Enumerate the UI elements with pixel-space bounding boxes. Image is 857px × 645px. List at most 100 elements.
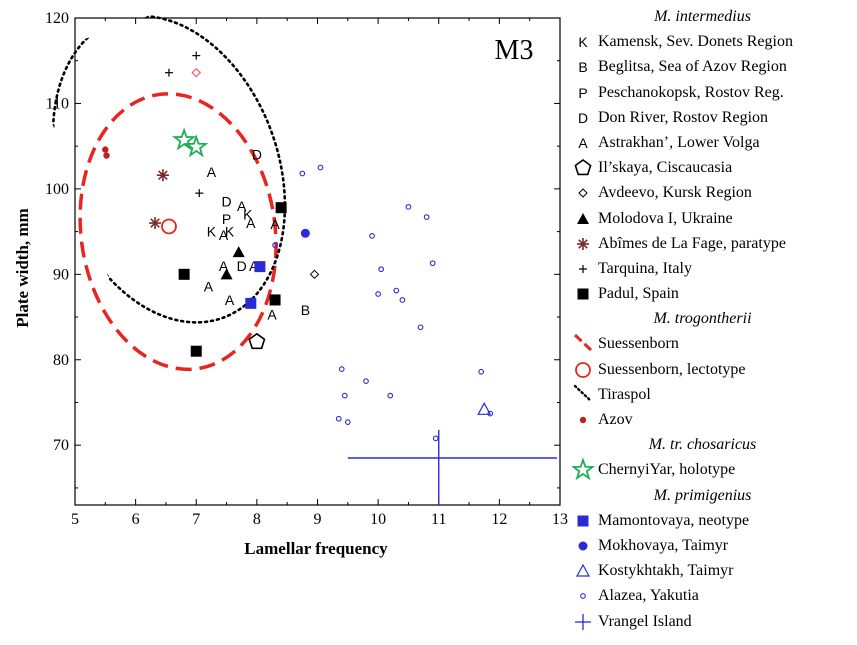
legend-item: D Don River, Rostov Region [570,105,855,130]
data-point [220,268,233,280]
legend-symbol [577,515,589,527]
data-point: K [243,207,253,223]
legend-symbol [578,188,588,199]
legend-item: Kostykhtakh, Taimyr [570,558,855,583]
legend-marker [577,288,589,300]
data-point: A [204,278,214,294]
y-tick-label: 110 [46,95,69,112]
legend-item: Padul, Spain [570,281,855,306]
legend-item: Azov [570,407,855,432]
legend-symbol [573,334,593,352]
data-point: D [252,147,262,163]
data-point [232,246,245,258]
legend-label: Padul, Spain [598,285,679,303]
legend-item: Il’skaya, Ciscaucasia [570,155,855,180]
legend-item: Tiraspol [570,382,855,407]
legend-marker [573,384,593,403]
legend-label: Abîmes de La Fage, paratype [598,234,786,252]
legend-symbol [575,613,591,630]
legend-label: Don River, Rostov Region [598,108,769,126]
legend-symbol [577,212,589,224]
data-point [299,170,306,177]
legend-label: Molodova I, Ukraine [598,209,733,227]
x-tick-label: 10 [370,511,386,528]
legend-marker: D [578,110,588,126]
legend-item: Suessenborn [570,331,855,356]
legend-symbol [572,457,596,481]
data-point [190,345,202,357]
plot-frame [74,17,561,506]
legend-item: Tarquina, Italy [570,256,855,281]
legend-marker [575,563,591,577]
data-point [405,203,412,210]
y-tick-label: 100 [45,181,69,198]
data-point [156,169,169,182]
data-point: A [219,258,229,274]
data-point: D [222,194,232,210]
legend-label: Suessenborn [598,335,679,353]
data-point [103,152,110,159]
data-point [254,261,266,273]
legend-marker [579,264,587,273]
data-point [102,146,109,153]
data-point [192,51,201,60]
legend-symbol: B [578,59,587,75]
x-tick-label: 8 [253,511,261,528]
panel-label: M3 [495,35,534,66]
y-tick-label: 80 [53,352,69,369]
data-point [195,189,204,198]
legend-label: Kamensk, Sev. Donets Region [598,33,793,51]
data-point [317,164,324,171]
data-point [245,297,257,309]
legend-label: Tiraspol [598,385,651,403]
data-point: A [249,258,259,274]
data-point [172,127,197,151]
legend-symbol [575,563,591,577]
data-point [275,202,287,214]
data-point [393,287,400,294]
legend-item: Suessenborn, lectotype [570,357,855,382]
legend-label: Mokhovaya, Taimyr [598,536,729,554]
data-point [341,392,348,399]
legend-symbol [574,159,592,176]
data-point [363,378,369,384]
legend-symbol [577,288,589,300]
data-point [344,419,351,425]
legend-label: Astrakhan’, Lower Volga [598,133,760,151]
x-tick-label: 9 [314,511,322,528]
legend-label: Mamontovaya, neotype [598,511,750,529]
legend-label: Suessenborn, lectotype [598,360,746,378]
legend-marker: A [578,135,588,151]
legend-item: P Peschanokopsk, Rostov Reg. [570,80,855,105]
legend-item: Molodova I, Ukraine [570,206,855,231]
legend-marker: K [578,34,588,50]
legend-marker [572,457,596,481]
legend-item: Avdeevo, Kursk Region [570,180,855,205]
data-point [248,332,266,350]
legend-item: A Astrakhan’, Lower Volga [570,130,855,155]
legend-label: Kostykhtakh, Taimyr [598,562,734,580]
x-tick-label: 12 [491,511,507,528]
x-tick-label: 13 [552,511,568,528]
data-point [417,324,424,331]
data-point: A [219,227,229,243]
data-point [269,294,281,306]
data-point [387,392,394,399]
legend-label: Il’skaya, Ciscaucasia [598,159,733,177]
y-tick-label: 70 [53,437,69,454]
data-point [149,217,162,230]
legend-marker [573,334,593,352]
legend-label: ChernyiYar, holotype [598,461,736,479]
legend-symbol [579,264,587,273]
legend-label: Peschanokopsk, Rostov Reg. [598,83,784,101]
data-point [477,402,492,415]
y-tick-label: 90 [53,266,69,283]
legend-marker [574,159,592,176]
data-point [309,269,320,280]
legend-marker [577,212,589,224]
data-point: A [270,216,280,232]
legend-marker [578,188,588,199]
legend-marker [575,361,591,378]
x-axis-label: Lamellar frequency [244,539,388,558]
